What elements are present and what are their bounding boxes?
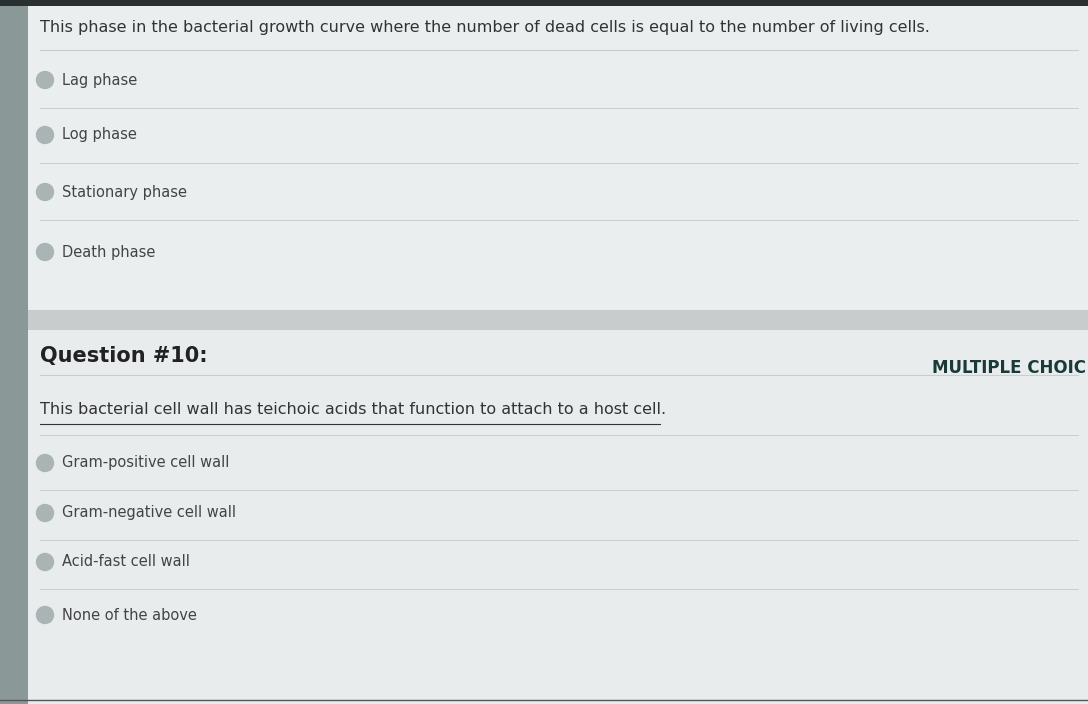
- FancyBboxPatch shape: [28, 6, 1088, 311]
- Text: Death phase: Death phase: [62, 244, 156, 260]
- Text: This bacterial cell wall has teichoic acids that function to attach to a host ce: This bacterial cell wall has teichoic ac…: [40, 402, 666, 417]
- Text: Stationary phase: Stationary phase: [62, 184, 187, 199]
- Circle shape: [37, 455, 53, 472]
- Circle shape: [37, 184, 53, 201]
- Circle shape: [37, 127, 53, 144]
- Circle shape: [37, 72, 53, 89]
- Text: Log phase: Log phase: [62, 127, 137, 142]
- FancyBboxPatch shape: [0, 0, 1088, 6]
- FancyBboxPatch shape: [28, 330, 1088, 704]
- Text: MULTIPLE CHOIC: MULTIPLE CHOIC: [932, 359, 1086, 377]
- Circle shape: [37, 244, 53, 260]
- Circle shape: [37, 553, 53, 570]
- FancyBboxPatch shape: [28, 310, 1088, 330]
- Text: Gram-negative cell wall: Gram-negative cell wall: [62, 505, 236, 520]
- Text: Lag phase: Lag phase: [62, 73, 137, 87]
- Circle shape: [37, 607, 53, 624]
- Text: Gram-positive cell wall: Gram-positive cell wall: [62, 455, 230, 470]
- Text: None of the above: None of the above: [62, 608, 197, 622]
- Text: Question #10:: Question #10:: [40, 346, 208, 366]
- Text: This phase in the bacterial growth curve where the number of dead cells is equal: This phase in the bacterial growth curve…: [40, 20, 930, 35]
- Circle shape: [37, 505, 53, 522]
- Text: Acid-fast cell wall: Acid-fast cell wall: [62, 555, 190, 570]
- FancyBboxPatch shape: [0, 0, 28, 704]
